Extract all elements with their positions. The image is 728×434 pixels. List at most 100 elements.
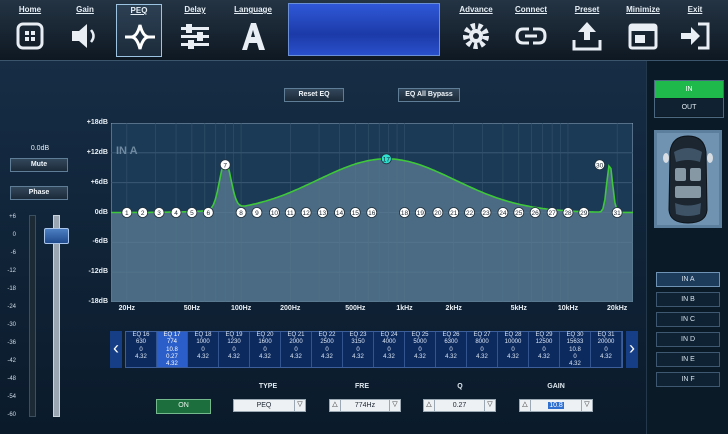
minimize-label: Minimize [626, 5, 660, 14]
band-column[interactable]: EQ 21 2000 0 4.32 [281, 332, 312, 367]
band-column[interactable]: EQ 25 5000 0 4.32 [405, 332, 436, 367]
type-select[interactable]: PEQ ▽ [233, 399, 306, 412]
q-value[interactable]: 0.27 [452, 402, 467, 409]
link-icon [515, 27, 547, 45]
band-column[interactable]: EQ 18 1000 0 4.32 [188, 332, 219, 367]
channel-in-c[interactable]: IN C [656, 312, 720, 327]
band-cell: 0 [604, 346, 608, 353]
gain-up-icon[interactable]: △ [520, 400, 531, 411]
reset-eq-button[interactable]: Reset EQ [284, 88, 344, 102]
channel-in-a[interactable]: IN A [656, 272, 720, 287]
q-down-icon[interactable]: ▽ [484, 400, 495, 411]
band-point-label: 28 [564, 210, 572, 217]
band-column[interactable]: EQ 22 2500 0 4.32 [312, 332, 343, 367]
band-cell: 10.8 [166, 346, 178, 353]
preset-button[interactable]: Preset [564, 4, 610, 57]
language-button[interactable]: Language [230, 4, 276, 57]
fre-up-icon[interactable]: △ [330, 400, 341, 411]
band-column[interactable]: EQ 23 3150 0 4.32 [343, 332, 374, 367]
band-column[interactable]: EQ 24 4000 0 4.32 [374, 332, 405, 367]
band-cell: 0 [139, 346, 143, 353]
fader-scale-label: -18 [7, 286, 16, 292]
q-stepper[interactable]: △ 0.27 ▽ [423, 399, 496, 412]
minimize-button[interactable]: Minimize [620, 4, 666, 57]
band-cell: 12500 [535, 339, 553, 346]
gain-heading: GAIN [547, 383, 565, 390]
fader-track[interactable] [53, 215, 60, 417]
channel-in-b[interactable]: IN B [656, 292, 720, 307]
letter-a-icon [242, 23, 265, 50]
band-column[interactable]: EQ 20 1600 0 4.32 [250, 332, 281, 367]
band-column[interactable]: EQ 27 8000 0 4.32 [467, 332, 498, 367]
peq-button[interactable]: PEQ [116, 4, 162, 57]
band-cell: 4.32 [600, 353, 612, 360]
x-tick-label: 10kHz [557, 305, 579, 312]
fader-scale-label: -54 [7, 394, 16, 400]
channel-in-f[interactable]: IN F [656, 372, 720, 387]
band-cell: EQ 24 [380, 332, 398, 338]
band-cell: EQ 29 [535, 332, 553, 338]
advance-button[interactable]: Advance [453, 4, 499, 57]
y-tick-label: 0dB [94, 208, 108, 216]
band-column[interactable]: EQ 28 10000 0 4.32 [498, 332, 529, 367]
exit-button[interactable]: Exit [672, 4, 718, 57]
band-cell: 4.32 [569, 361, 581, 368]
sliders-icon [181, 24, 209, 49]
band-cell: 0 [387, 346, 391, 353]
band-point-label: 17 [383, 156, 391, 163]
eq-curve [111, 158, 633, 214]
band-point-16 [366, 207, 378, 218]
band-point-22 [464, 207, 475, 218]
band-point-label: 7 [223, 162, 227, 169]
band-point-label: 29 [580, 210, 588, 217]
band-point-2 [137, 207, 149, 218]
band-point-label: 3 [157, 210, 161, 217]
fre-value[interactable]: 774Hz [354, 402, 376, 409]
in-out-group: IN OUT [654, 80, 724, 118]
band-column[interactable]: EQ 26 6300 0 4.32 [436, 332, 467, 367]
band-column[interactable]: EQ 17 774 10.8 0.27 4.32 [157, 332, 188, 367]
out-button[interactable]: OUT [655, 99, 723, 116]
fader-scale-label: -6 [10, 250, 16, 256]
x-tick-label: 500Hz [345, 305, 366, 312]
fader-knob[interactable] [44, 228, 69, 244]
band-cell: 1600 [258, 339, 272, 346]
fre-stepper[interactable]: △ 774Hz ▽ [329, 399, 401, 412]
band-point-1 [121, 207, 133, 218]
chevron-down-icon[interactable]: ▽ [294, 400, 305, 411]
gain-down-icon[interactable]: ▽ [581, 400, 592, 411]
next-bands-button[interactable]: › [626, 331, 638, 368]
gain-stepper[interactable]: △ 10.8 ▽ [519, 399, 593, 412]
fader-scale-label: +6 [9, 214, 16, 220]
phase-button[interactable]: Phase [10, 186, 68, 200]
mute-button[interactable]: Mute [10, 158, 68, 172]
band-column[interactable]: EQ 31 20000 0 4.32 [591, 332, 622, 367]
band-column[interactable]: EQ 19 1230 0 4.32 [219, 332, 250, 367]
channel-in-d[interactable]: IN D [656, 332, 720, 347]
gain-button[interactable]: Gain [62, 4, 108, 57]
band-on-toggle[interactable]: ON [156, 399, 211, 414]
band-cell: EQ 26 [442, 332, 460, 338]
channel-in-e[interactable]: IN E [656, 352, 720, 367]
eq-all-bypass-button[interactable]: EQ All Bypass [398, 88, 460, 102]
fre-down-icon[interactable]: ▽ [389, 400, 400, 411]
band-point-9 [251, 207, 263, 218]
delay-button[interactable]: Delay [172, 4, 218, 57]
band-point-17 [380, 153, 392, 165]
band-cell: 4.32 [507, 353, 519, 360]
band-column[interactable]: EQ 16 630 0 4.32 [126, 332, 157, 367]
prev-bands-button[interactable]: ‹ [110, 331, 122, 368]
band-cell: EQ 19 [225, 332, 243, 338]
gain-value[interactable]: 10.8 [548, 402, 564, 409]
fader-scale-label: 0 [12, 232, 16, 238]
band-cell: 4.32 [352, 353, 364, 360]
band-column[interactable]: EQ 29 12500 0 4.32 [529, 332, 560, 367]
band-point-label: 27 [549, 210, 557, 217]
home-button[interactable]: Home [7, 4, 53, 57]
in-button[interactable]: IN [655, 81, 723, 98]
band-column[interactable]: EQ 30 15633 10.8 0 4.32 [560, 332, 591, 367]
q-up-icon[interactable]: △ [424, 400, 435, 411]
connect-button[interactable]: Connect [508, 4, 554, 57]
